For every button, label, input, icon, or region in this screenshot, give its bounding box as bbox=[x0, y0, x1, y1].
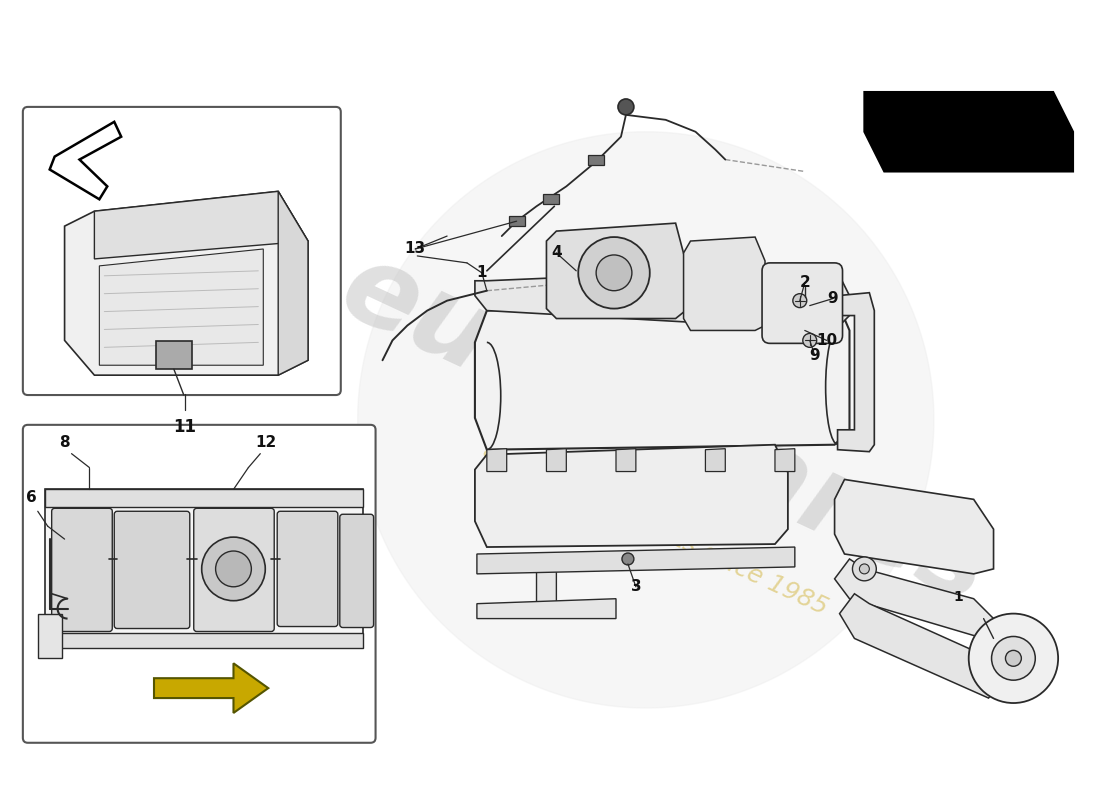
Text: 2: 2 bbox=[800, 275, 810, 290]
Text: 12: 12 bbox=[255, 434, 277, 450]
Polygon shape bbox=[705, 449, 725, 471]
Text: 9: 9 bbox=[827, 291, 838, 306]
Circle shape bbox=[216, 551, 252, 586]
Polygon shape bbox=[50, 122, 121, 199]
Text: 4: 4 bbox=[551, 246, 562, 261]
Polygon shape bbox=[45, 634, 363, 648]
Circle shape bbox=[579, 237, 650, 309]
Polygon shape bbox=[487, 449, 507, 471]
Polygon shape bbox=[547, 223, 685, 318]
Circle shape bbox=[793, 294, 806, 308]
Polygon shape bbox=[358, 132, 934, 708]
FancyBboxPatch shape bbox=[23, 107, 341, 395]
Text: 11: 11 bbox=[174, 418, 196, 436]
Polygon shape bbox=[477, 547, 795, 574]
Polygon shape bbox=[835, 559, 999, 638]
FancyBboxPatch shape bbox=[52, 508, 112, 631]
Polygon shape bbox=[683, 237, 764, 330]
Text: 1: 1 bbox=[954, 590, 964, 604]
Circle shape bbox=[859, 564, 869, 574]
Circle shape bbox=[991, 637, 1035, 680]
Circle shape bbox=[201, 537, 265, 601]
Polygon shape bbox=[45, 490, 363, 507]
Polygon shape bbox=[154, 663, 268, 713]
Text: a passion for parts since 1985: a passion for parts since 1985 bbox=[480, 438, 832, 620]
Bar bbox=[588, 154, 604, 165]
Text: 13: 13 bbox=[405, 242, 426, 257]
Circle shape bbox=[803, 334, 816, 347]
Polygon shape bbox=[865, 92, 1072, 171]
Text: 6: 6 bbox=[26, 490, 37, 506]
Bar bbox=[508, 216, 525, 226]
Circle shape bbox=[1005, 650, 1022, 666]
Polygon shape bbox=[477, 598, 616, 618]
Circle shape bbox=[618, 99, 634, 115]
Text: eurospares: eurospares bbox=[324, 233, 1007, 626]
Polygon shape bbox=[99, 249, 263, 366]
Polygon shape bbox=[537, 566, 557, 609]
FancyBboxPatch shape bbox=[194, 508, 274, 631]
Bar bbox=[543, 194, 560, 204]
Text: 8: 8 bbox=[59, 434, 70, 450]
Text: 1: 1 bbox=[476, 266, 487, 280]
Circle shape bbox=[621, 553, 634, 565]
FancyBboxPatch shape bbox=[23, 425, 375, 742]
Polygon shape bbox=[37, 614, 62, 658]
Polygon shape bbox=[776, 449, 795, 471]
Text: 3: 3 bbox=[630, 579, 641, 594]
FancyBboxPatch shape bbox=[114, 511, 190, 629]
Circle shape bbox=[969, 614, 1058, 703]
Polygon shape bbox=[95, 191, 308, 259]
Polygon shape bbox=[839, 594, 1003, 698]
Text: 10: 10 bbox=[816, 333, 837, 348]
Polygon shape bbox=[65, 191, 308, 375]
Polygon shape bbox=[475, 296, 849, 450]
Polygon shape bbox=[475, 266, 849, 330]
Polygon shape bbox=[475, 445, 788, 547]
Circle shape bbox=[852, 557, 877, 581]
FancyBboxPatch shape bbox=[340, 514, 374, 627]
Circle shape bbox=[596, 255, 631, 290]
FancyBboxPatch shape bbox=[762, 263, 843, 343]
Polygon shape bbox=[835, 479, 993, 574]
Polygon shape bbox=[278, 191, 308, 375]
Polygon shape bbox=[547, 449, 567, 471]
Bar bbox=[156, 342, 191, 370]
Text: 9: 9 bbox=[810, 348, 820, 362]
Polygon shape bbox=[837, 293, 874, 452]
Polygon shape bbox=[45, 490, 363, 648]
FancyBboxPatch shape bbox=[277, 511, 338, 626]
Polygon shape bbox=[616, 449, 636, 471]
